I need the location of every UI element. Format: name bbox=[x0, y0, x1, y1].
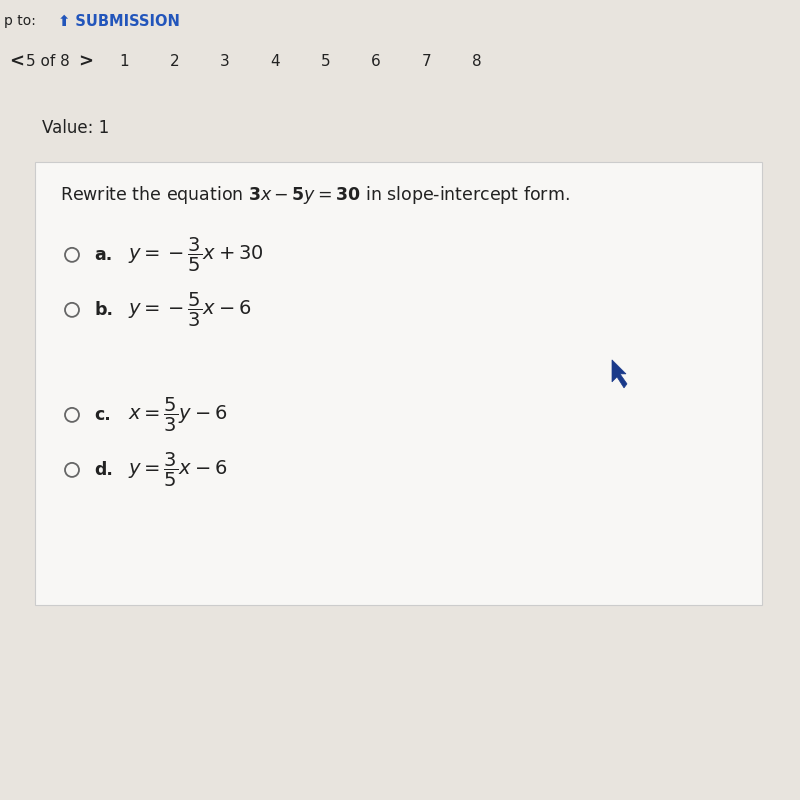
Circle shape bbox=[65, 463, 79, 477]
Text: 7: 7 bbox=[422, 54, 431, 69]
FancyBboxPatch shape bbox=[35, 162, 762, 605]
Text: $y = \dfrac{3}{5}x - 6$: $y = \dfrac{3}{5}x - 6$ bbox=[128, 451, 227, 489]
Text: a.: a. bbox=[94, 246, 112, 264]
Text: 5 of 8: 5 of 8 bbox=[26, 54, 70, 69]
Text: $x = \dfrac{5}{3}y - 6$: $x = \dfrac{5}{3}y - 6$ bbox=[128, 396, 227, 434]
Text: 5: 5 bbox=[321, 54, 330, 69]
Circle shape bbox=[65, 303, 79, 317]
Text: <: < bbox=[10, 53, 25, 70]
Circle shape bbox=[65, 248, 79, 262]
Text: c.: c. bbox=[94, 406, 110, 424]
Text: >: > bbox=[78, 53, 94, 70]
Text: Value: 1: Value: 1 bbox=[42, 119, 110, 137]
Text: 4: 4 bbox=[270, 54, 280, 69]
Text: 3: 3 bbox=[220, 54, 230, 69]
Text: Rewrite the equation $\mathbf{3}x - \mathbf{5}y = \mathbf{30}$ in slope-intercep: Rewrite the equation $\mathbf{3}x - \mat… bbox=[60, 184, 570, 206]
Circle shape bbox=[65, 408, 79, 422]
Text: d.: d. bbox=[94, 461, 113, 479]
Text: 6: 6 bbox=[371, 54, 381, 69]
Text: ⬆ SUBMISSION: ⬆ SUBMISSION bbox=[58, 14, 179, 29]
Text: 8: 8 bbox=[472, 54, 482, 69]
Text: $y = -\dfrac{5}{3}x - 6$: $y = -\dfrac{5}{3}x - 6$ bbox=[128, 291, 251, 329]
PathPatch shape bbox=[612, 360, 627, 388]
Text: p to:: p to: bbox=[4, 14, 36, 28]
Text: $y = -\dfrac{3}{5}x + 30$: $y = -\dfrac{3}{5}x + 30$ bbox=[128, 236, 263, 274]
Text: 1: 1 bbox=[119, 54, 129, 69]
Text: 2: 2 bbox=[170, 54, 179, 69]
Text: b.: b. bbox=[94, 301, 113, 319]
